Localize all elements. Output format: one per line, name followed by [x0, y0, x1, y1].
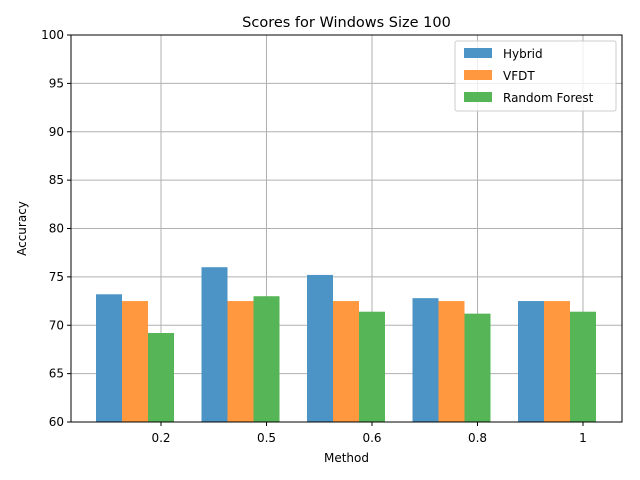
- y-tick-label: 90: [49, 125, 64, 139]
- bar: [333, 301, 359, 422]
- x-tick-label: 0.8: [468, 431, 487, 445]
- legend: Hybrid VFDT Random Forest: [454, 40, 617, 112]
- x-tick-label: 0.6: [362, 431, 381, 445]
- bar: [148, 332, 174, 422]
- x-axis-label: Method: [324, 451, 369, 465]
- bar: [96, 294, 122, 422]
- bar: [544, 301, 570, 422]
- y-tick-label: 80: [49, 222, 64, 236]
- x-tick-label: 1: [579, 431, 587, 445]
- x-tick-label: 0.2: [151, 431, 170, 445]
- legend-swatch: [464, 70, 492, 80]
- y-axis-label: Accuracy: [15, 201, 29, 256]
- bar: [570, 311, 596, 422]
- y-tick-label: 70: [49, 318, 64, 332]
- legend-swatch: [464, 48, 492, 58]
- y-tick-label: 85: [49, 173, 64, 187]
- legend-swatch: [464, 92, 492, 102]
- y-tick-label: 95: [49, 76, 64, 90]
- bar: [518, 301, 544, 422]
- bar: [464, 313, 491, 422]
- bar: [201, 267, 228, 422]
- bar: [307, 274, 333, 422]
- chart-title: Scores for Windows Size 100: [242, 15, 451, 31]
- legend-box: [454, 40, 617, 112]
- bar: [253, 296, 280, 422]
- y-tick-label: 75: [49, 270, 64, 284]
- x-tick-label: 0.5: [257, 431, 276, 445]
- bar: [359, 311, 385, 422]
- bar: [438, 301, 465, 422]
- bars: [96, 267, 596, 422]
- y-tick-label: 65: [49, 367, 64, 381]
- legend-label: VFDT: [503, 69, 535, 83]
- y-tick-label: 100: [41, 28, 64, 42]
- y-tick-label: 60: [49, 415, 64, 429]
- bar: [227, 301, 254, 422]
- x-axis-ticks: 0.2 0.5 0.6 0.8 1: [151, 422, 587, 445]
- legend-label: Random Forest: [503, 91, 594, 105]
- legend-label: Hybrid: [503, 47, 543, 61]
- bar: [122, 301, 148, 422]
- bar: [412, 298, 439, 422]
- y-axis-ticks: 60 65 70 75 80 85 90 95 100: [41, 28, 71, 429]
